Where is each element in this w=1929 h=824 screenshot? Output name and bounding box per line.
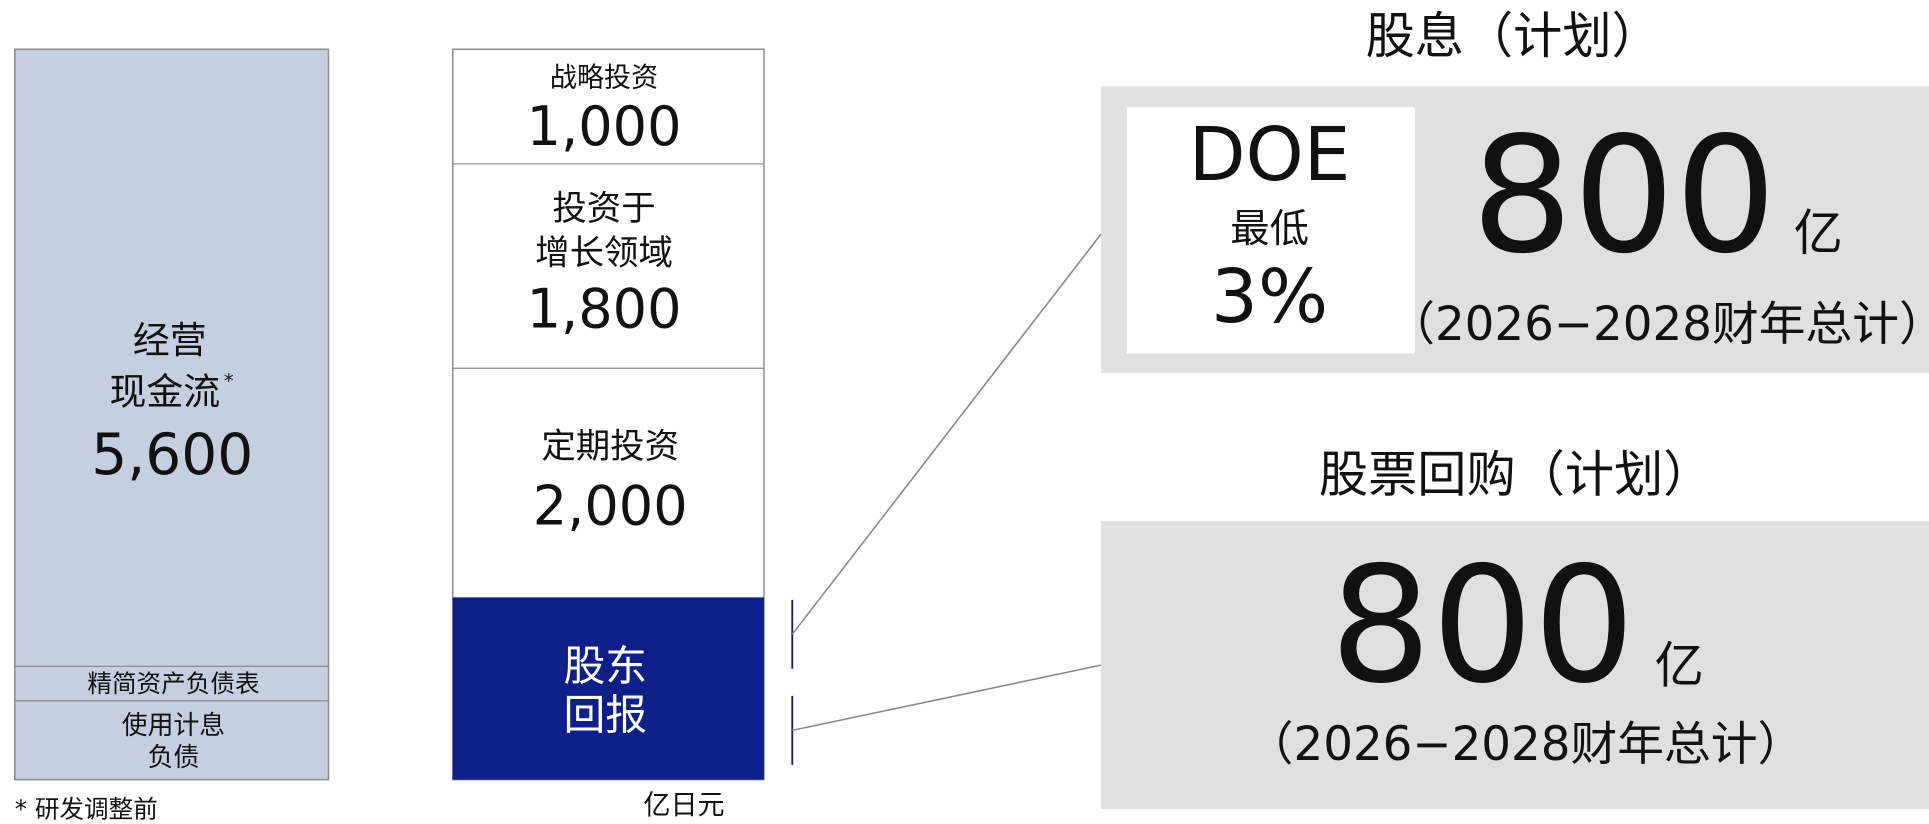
label: 现金流 [110,371,221,414]
label: 投资于 [552,189,655,229]
buyback-box [1101,521,1929,810]
label: 使用计息 [122,711,225,741]
label: 股东 [563,641,647,690]
label: 负债 [148,743,200,773]
label: 经营 [133,319,207,362]
label: 回报 [563,691,647,740]
note-mark: * [224,369,234,392]
unit: 亿 [1655,636,1704,694]
connector [792,664,1102,732]
shareholder-segment [452,597,764,780]
doe: DOE [1189,112,1351,198]
footnote: * 研发调整前 [15,794,158,823]
period: （2026−2028财年总计） [1247,718,1804,772]
source-bar [14,48,330,781]
amount: 800 [1471,102,1776,289]
label: 最低 [1230,206,1309,252]
value: 2,000 [533,475,688,538]
connector [791,233,1102,635]
section-title: 股息（计划） [1366,7,1661,65]
value: 3% [1211,254,1328,340]
value: 1,800 [527,277,682,340]
doe-box [1126,107,1415,354]
label: 战略投资 [550,62,658,93]
unit: 亿日元 [643,790,724,821]
value: 5,600 [91,422,253,488]
label: 定期投资 [541,427,679,467]
period: （2026−2028财年总计） [1388,298,1929,352]
label: 精简资产负债表 [87,669,259,698]
value: 1,000 [527,95,682,158]
amount: 800 [1330,532,1635,719]
section-title: 股票回购（计划） [1319,445,1713,503]
label: 增长领域 [535,233,673,273]
unit: 亿 [1794,204,1843,262]
